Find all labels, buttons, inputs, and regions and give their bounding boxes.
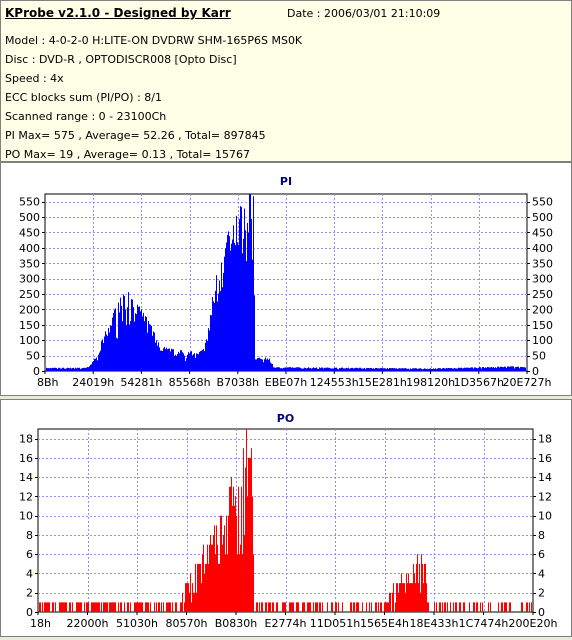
po-x-tick-label: 22000h: [67, 617, 109, 630]
po-y-tick-label-right: 0: [538, 606, 545, 619]
pi-x-tick-label: 198120h: [406, 376, 455, 389]
po-chart: 0 0 2 2 4 4 6 6 8 8 10 10 12 12 14 14 16 16 18 18 18h 22000h 5…: [19, 412, 558, 630]
po-y-tick-label: 10: [19, 510, 33, 523]
po-x-tick-label: 1C7474h: [459, 617, 509, 630]
po-x-tick-label: 18E433h: [410, 617, 459, 630]
po-y-tick-label: 4: [26, 567, 33, 580]
pi-y-tick-label: 400: [19, 242, 40, 255]
po-x-tick-label: 18h: [30, 617, 51, 630]
pi-y-tick-label: 100: [19, 334, 40, 347]
pi-chart-title: PI: [280, 175, 292, 188]
pi-y-tick-label-right: 50: [532, 350, 546, 363]
pi-x-tick-label: 54281h: [120, 376, 162, 389]
pi-y-tick-label: 200: [19, 303, 40, 316]
po-x-tick-label: 51030h: [116, 617, 158, 630]
po-bars: [39, 429, 532, 612]
pi-chart: 0 0 50 50 100 100 150 150 200 200 250 250 300 300 350 3…: [19, 175, 553, 389]
pi-x-tick-label: EBE07h: [265, 376, 307, 389]
pi-y-tick-label: 300: [19, 273, 40, 286]
po-y-tick-label-right: 8: [538, 529, 545, 542]
po-y-tick-label-right: 16: [538, 452, 552, 465]
pi-x-tick-label: 20E727h: [503, 376, 552, 389]
po-y-tick-label: 14: [19, 471, 33, 484]
po-y-tick-label: 2: [26, 587, 33, 600]
pi-y-tick-label-right: 100: [532, 334, 553, 347]
pi-x-tick-label: 8Bh: [37, 376, 59, 389]
pi-y-tick-label-right: 450: [532, 226, 553, 239]
po-x-tick-label: 80570h: [166, 617, 208, 630]
pi-y-tick-label-right: 0: [532, 365, 539, 378]
po-plot-area: [37, 428, 534, 613]
po-x-tick-label: E2774h: [265, 617, 307, 630]
pi-y-tick-label-right: 200: [532, 303, 553, 316]
po-y-tick-label-right: 12: [538, 490, 552, 503]
pi-y-tick-label: 250: [19, 288, 40, 301]
pi-x-tick-label: 85568h: [169, 376, 211, 389]
po-y-tick-label-right: 14: [538, 471, 552, 484]
po-x-tick-label: B0830h: [215, 617, 258, 630]
pi-y-tick-label: 550: [19, 196, 40, 209]
pi-y-tick-label: 500: [19, 211, 40, 224]
po-y-tick-label-right: 10: [538, 510, 552, 523]
po-x-tick-label: 200E20h: [509, 617, 558, 630]
pi-y-tick-label-right: 550: [532, 196, 553, 209]
pi-x-tick-label: B7038h: [217, 376, 260, 389]
pi-x-tick-label: 24019h: [72, 376, 114, 389]
pi-chart-panel: 0 0 50 50 100 100 150 150 200 200 250 250 300 300 350 3…: [0, 162, 572, 396]
po-y-tick-label: 8: [26, 529, 33, 542]
pi-y-tick-label-right: 350: [532, 257, 553, 270]
disc-info: Disc : DVD-R , OPTODISCR008 [Opto Disc]: [5, 53, 237, 66]
pi-x-tick-label: 124553h: [310, 376, 359, 389]
pi-y-tick-label-right: 500: [532, 211, 553, 224]
pi-y-tick-label: 350: [19, 257, 40, 270]
po-y-tick-label: 6: [26, 548, 33, 561]
pi-y-tick-label-right: 150: [532, 319, 553, 332]
pi-y-tick-label: 0: [33, 365, 40, 378]
pi-y-tick-label: 450: [19, 226, 40, 239]
pi-y-tick-label: 150: [19, 319, 40, 332]
pi-x-tick-label: 15E281h: [358, 376, 407, 389]
scan-speed: Speed : 4x: [5, 72, 64, 85]
po-x-tick-label: 11D051h: [310, 617, 360, 630]
pi-x-tick-label: 1D3567h: [454, 376, 504, 389]
po-y-tick-label-right: 2: [538, 587, 545, 600]
pi-bars: [46, 194, 526, 371]
pi-y-tick-label-right: 250: [532, 288, 553, 301]
info-panel: KProbe v2.1.0 - Designed by Karr Date : …: [0, 0, 572, 162]
pi-y-tick-label-right: 300: [532, 273, 553, 286]
pi-y-tick-label: 50: [26, 350, 40, 363]
po-y-tick-label: 16: [19, 452, 33, 465]
po-chart-title: PO: [277, 412, 294, 425]
drive-model: Model : 4-0-2-0 H:LITE-ON DVDRW SHM-165P…: [5, 34, 303, 47]
po-y-tick-label: 12: [19, 490, 33, 503]
po-y-tick-label: 0: [26, 606, 33, 619]
po-summary: PO Max= 19 , Average= 0.13 , Total= 1576…: [5, 148, 250, 161]
pi-y-tick-label-right: 400: [532, 242, 553, 255]
po-y-tick-label: 18: [19, 433, 33, 446]
ecc-blocks: ECC blocks sum (PI/PO) : 8/1: [5, 91, 162, 104]
po-chart-panel: 0 0 2 2 4 4 6 6 8 8 10 10 12 12 14 14 16 16 18 18 18h 22000h 5…: [0, 399, 572, 637]
po-y-tick-label-right: 4: [538, 567, 545, 580]
app-title: KProbe v2.1.0 - Designed by Karr: [5, 6, 231, 20]
po-y-tick-label-right: 6: [538, 548, 545, 561]
po-x-tick-label: 1565E4h: [360, 617, 409, 630]
po-y-tick-label-right: 18: [538, 433, 552, 446]
scan-date: Date : 2006/03/01 21:10:09: [287, 7, 441, 20]
scanned-range: Scanned range : 0 - 23100Ch: [5, 110, 167, 123]
pi-summary: PI Max= 575 , Average= 52.26 , Total= 89…: [5, 129, 266, 142]
